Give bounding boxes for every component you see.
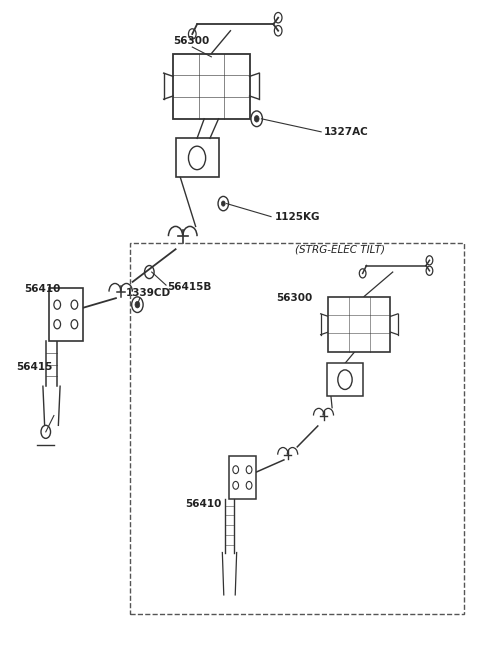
Text: 56410: 56410 xyxy=(185,499,221,509)
Text: 1125KG: 1125KG xyxy=(275,212,320,222)
Circle shape xyxy=(135,301,140,308)
Bar xyxy=(176,138,218,178)
Text: 56410: 56410 xyxy=(24,284,60,293)
Bar xyxy=(49,288,83,341)
Bar xyxy=(327,364,363,396)
Bar xyxy=(328,297,390,352)
Bar xyxy=(130,243,464,614)
Text: 56415B: 56415B xyxy=(168,282,212,291)
Text: 1339CD: 1339CD xyxy=(125,288,170,298)
Bar xyxy=(173,54,250,119)
Text: 1327AC: 1327AC xyxy=(324,127,368,137)
Text: 56415: 56415 xyxy=(17,362,53,372)
Circle shape xyxy=(221,201,225,206)
Circle shape xyxy=(254,115,259,122)
Text: 56300: 56300 xyxy=(276,293,312,303)
Text: 56300: 56300 xyxy=(173,36,209,46)
Bar xyxy=(229,456,256,499)
Text: (STRG-ELEC TILT): (STRG-ELEC TILT) xyxy=(295,244,385,255)
